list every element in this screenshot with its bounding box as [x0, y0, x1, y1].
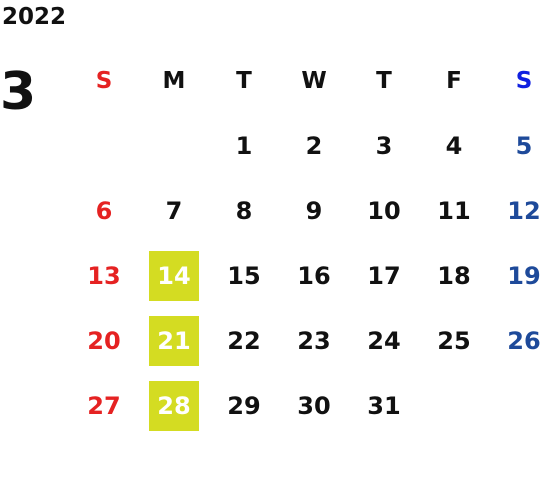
weekday-sunday: S [95, 68, 113, 94]
day-cell: 1 [235, 132, 253, 160]
day-cell-highlighted: 14 [149, 251, 199, 301]
day-cell-highlighted: 28 [149, 381, 199, 431]
day-cell: 2 [305, 132, 323, 160]
week-row: 1 2 3 4 5 [68, 121, 548, 177]
day-cell: 5 [515, 132, 533, 160]
day-cell: 16 [297, 262, 331, 290]
weekday-thursday: T [376, 68, 392, 94]
day-cell: 30 [297, 392, 331, 420]
weekday-saturday: S [515, 68, 533, 94]
day-cell: 8 [235, 197, 253, 225]
weekday-wednesday: W [301, 68, 327, 94]
day-cell: 13 [87, 262, 121, 290]
day-cell: 25 [437, 327, 471, 355]
month-label: 3 [0, 62, 37, 122]
week-row: 6 7 8 9 10 11 12 [68, 186, 548, 242]
day-cell: 20 [87, 327, 121, 355]
weekday-header-row: S M T W T F S [68, 56, 548, 112]
day-cell: 4 [445, 132, 463, 160]
weekday-friday: F [446, 68, 462, 94]
day-cell: 18 [437, 262, 471, 290]
week-row: 13 14 15 16 17 18 19 [68, 251, 548, 307]
day-cell: 17 [367, 262, 401, 290]
day-cell: 12 [507, 197, 541, 225]
weekday-monday: M [162, 68, 186, 94]
day-cell: 15 [227, 262, 261, 290]
day-cell: 10 [367, 197, 401, 225]
day-cell: 26 [507, 327, 541, 355]
day-cell: 29 [227, 392, 261, 420]
day-cell: 11 [437, 197, 471, 225]
day-cell: 22 [227, 327, 261, 355]
day-cell: 7 [165, 197, 183, 225]
day-cell: 31 [367, 392, 401, 420]
day-cell: 3 [375, 132, 393, 160]
week-row: 20 21 22 23 24 25 26 [68, 316, 548, 372]
day-cell: 19 [507, 262, 541, 290]
day-cell: 9 [305, 197, 323, 225]
day-cell-highlighted: 21 [149, 316, 199, 366]
day-cell: 6 [95, 197, 113, 225]
week-row: 27 28 29 30 31 [68, 381, 548, 437]
day-cell: 24 [367, 327, 401, 355]
year-label: 2022 [2, 4, 67, 30]
day-cell: 23 [297, 327, 331, 355]
weekday-tuesday: T [236, 68, 252, 94]
day-cell: 27 [87, 392, 121, 420]
